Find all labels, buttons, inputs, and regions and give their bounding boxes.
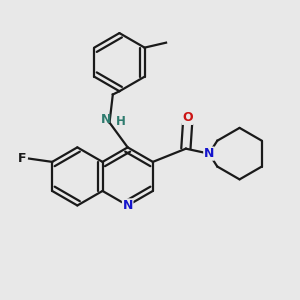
Text: O: O bbox=[182, 112, 193, 124]
Text: H: H bbox=[116, 115, 125, 128]
Text: N: N bbox=[122, 199, 133, 212]
Text: N: N bbox=[101, 113, 111, 126]
Text: N: N bbox=[204, 147, 214, 160]
Text: F: F bbox=[17, 152, 26, 165]
